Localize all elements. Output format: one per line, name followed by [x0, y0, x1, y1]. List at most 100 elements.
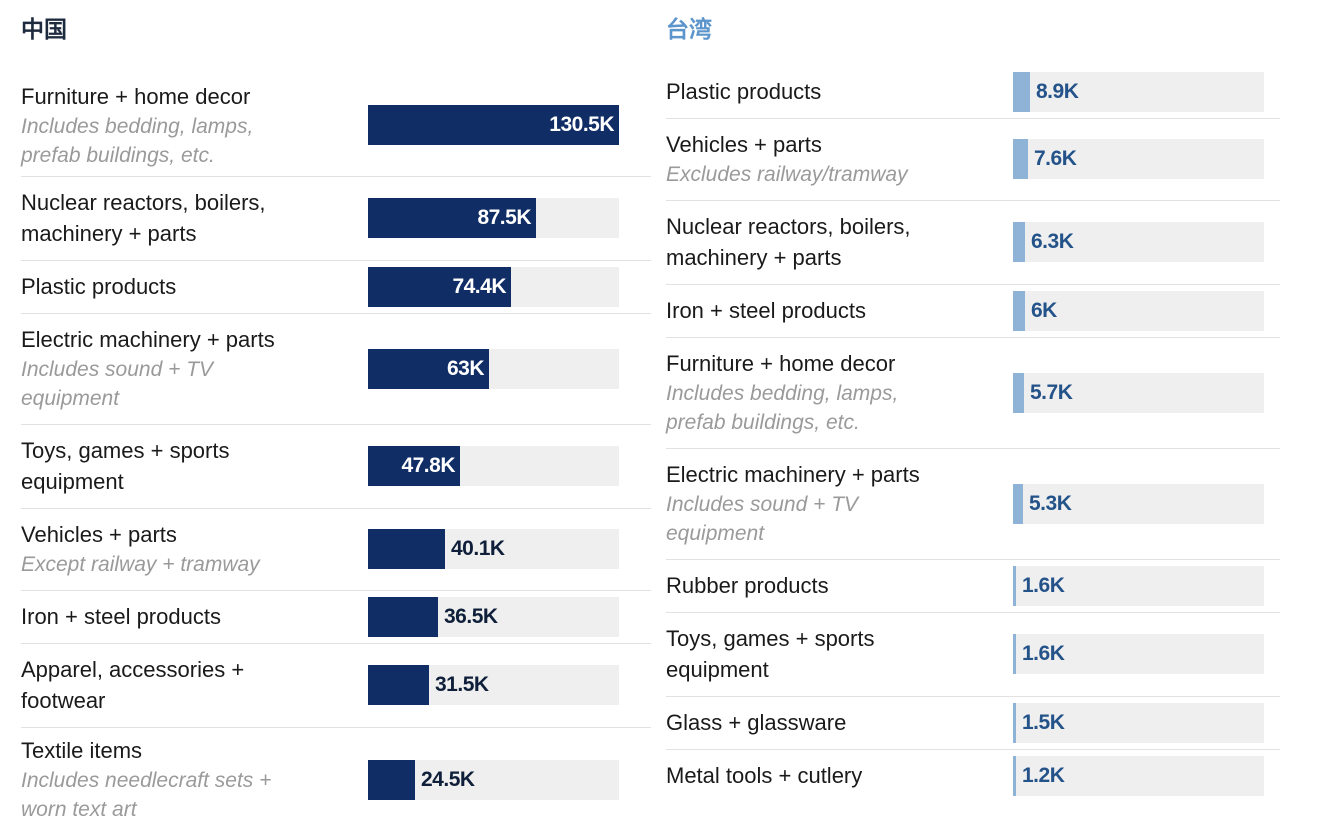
bar-row: Vehicles + parts Except railway + tramway… [21, 508, 651, 591]
bar-track: 63K [368, 349, 619, 389]
category-note: prefab buildings, etc. [666, 411, 860, 434]
value-label: 74.4K [452, 275, 506, 298]
bar-track: 1.5K [1013, 703, 1264, 743]
category-name: Rubber products [666, 573, 829, 598]
value-label: 5.7K [1030, 381, 1073, 404]
value-label: 6.3K [1031, 230, 1074, 253]
bar-row: Apparel, accessories + footwear 31.5K [21, 643, 651, 728]
category-note: Includes bedding, lamps, [21, 115, 254, 138]
bar-row: Toys, games + sports equipment 1.6K [666, 612, 1280, 697]
bar-track: 5.7K [1013, 373, 1264, 413]
category-name: Plastic products [21, 274, 177, 299]
value-label: 7.6K [1034, 147, 1077, 170]
bar-row: Electric machinery + parts Includes sound… [21, 313, 651, 425]
bar-row: Nuclear reactors, boilers, machinery + pa… [21, 176, 651, 261]
bar-row: Glass + glassware 1.5K [666, 696, 1280, 750]
value-label: 5.3K [1029, 492, 1072, 515]
category-name: Electric machinery + parts [21, 327, 275, 352]
category-name: Furniture + home decor [21, 84, 251, 109]
bar-row: Rubber products 1.6K [666, 559, 1280, 613]
bar-row: Metal tools + cutlery 1.2K [666, 749, 1280, 802]
value-label: 130.5K [549, 113, 614, 136]
bar [368, 665, 429, 705]
bar [1013, 634, 1016, 674]
bar-track: 5.3K [1013, 484, 1264, 524]
value-label: 87.5K [477, 206, 531, 229]
category-label: Apparel, accessories + footwear [21, 654, 244, 716]
bar [1013, 756, 1016, 796]
bar [368, 597, 438, 637]
bar [1013, 72, 1030, 112]
category-name: Toys, games + sports [666, 626, 875, 651]
bar-row: Furniture + home decor Includes bedding, … [666, 337, 1280, 449]
category-name: Apparel, accessories + [21, 657, 245, 682]
bar [1013, 703, 1016, 743]
bar [1013, 222, 1025, 262]
bar-track: 47.8K [368, 446, 619, 486]
value-label: 1.6K [1022, 642, 1065, 665]
bar-row: Furniture + home decor Includes bedding, … [21, 74, 651, 177]
category-name: machinery + parts [666, 245, 842, 270]
category-name: Metal tools + cutlery [666, 763, 863, 788]
bar [368, 267, 511, 307]
category-label: Vehicles + parts Excludes railway/tramway [666, 129, 908, 189]
bar-track: 74.4K [368, 267, 619, 307]
category-label: Metal tools + cutlery [666, 760, 862, 791]
category-name: Electric machinery + parts [666, 462, 920, 487]
value-label: 24.5K [421, 768, 475, 791]
bar-track: 40.1K [368, 529, 619, 569]
bar [1013, 373, 1024, 413]
bar [368, 105, 619, 145]
bar [368, 198, 536, 238]
category-label: Furniture + home decor Includes bedding, … [21, 81, 253, 170]
value-label: 47.8K [401, 454, 455, 477]
category-label: Plastic products [21, 271, 176, 302]
category-name: Vehicles + parts [21, 522, 177, 547]
bar [1013, 291, 1025, 331]
bar [1013, 484, 1023, 524]
bar [368, 529, 445, 569]
category-label: Plastic products [666, 76, 821, 107]
bar [1013, 139, 1028, 179]
category-name: Iron + steel products [666, 298, 866, 323]
category-name: Plastic products [666, 79, 822, 104]
category-note: worn text art [21, 798, 137, 821]
category-note: prefab buildings, etc. [21, 144, 215, 167]
bar-track: 1.6K [1013, 566, 1264, 606]
bar-row: Textile items Includes needlecraft sets +… [21, 727, 651, 832]
category-name: Textile items [21, 738, 143, 763]
category-name: Iron + steel products [21, 604, 221, 629]
category-note: Includes sound + TV [666, 493, 859, 516]
category-label: Rubber products [666, 570, 829, 601]
category-name: Toys, games + sports [21, 438, 230, 463]
value-label: 40.1K [451, 537, 505, 560]
bar-track: 130.5K [368, 105, 619, 145]
bar-track: 24.5K [368, 760, 619, 800]
category-note: Excludes railway/tramway [666, 163, 908, 186]
category-note: Includes needlecraft sets + [21, 769, 272, 792]
category-name: Furniture + home decor [666, 351, 896, 376]
bar-track: 1.2K [1013, 756, 1264, 796]
bar-row: Vehicles + parts Excludes railway/tramway… [666, 118, 1280, 201]
bar-track: 7.6K [1013, 139, 1264, 179]
bar-track: 8.9K [1013, 72, 1264, 112]
value-label: 1.2K [1022, 764, 1065, 787]
category-note: equipment [666, 522, 765, 545]
category-label: Toys, games + sports equipment [21, 435, 229, 497]
category-name: Glass + glassware [666, 710, 847, 735]
category-note: equipment [21, 387, 120, 410]
category-note: Includes sound + TV [21, 358, 214, 381]
bar-track: 1.6K [1013, 634, 1264, 674]
bar [368, 446, 460, 486]
category-label: Iron + steel products [666, 295, 866, 326]
bar-row: Toys, games + sports equipment 47.8K [21, 424, 651, 509]
category-label: Vehicles + parts Except railway + tramway [21, 519, 260, 579]
bar-track: 6K [1013, 291, 1264, 331]
bar [1013, 566, 1016, 606]
bar-track: 36.5K [368, 597, 619, 637]
category-label: Nuclear reactors, boilers, machinery + pa… [21, 187, 266, 249]
value-label: 6K [1031, 299, 1057, 322]
bar-row: Plastic products 8.9K [666, 65, 1280, 119]
chart-title: 中国 [21, 17, 67, 43]
category-label: Electric machinery + parts Includes sound… [666, 459, 920, 548]
